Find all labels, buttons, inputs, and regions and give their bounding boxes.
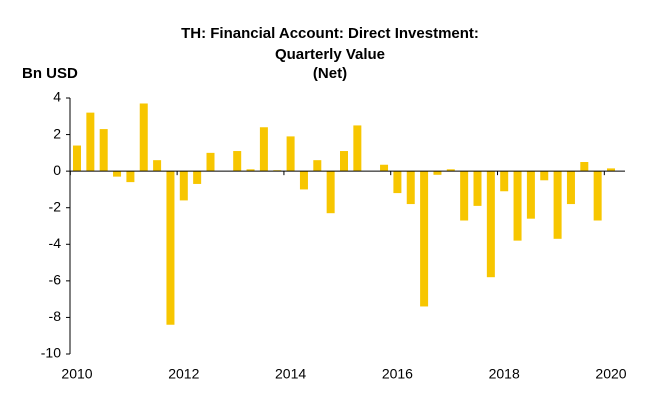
bar bbox=[526, 171, 535, 219]
bar bbox=[139, 103, 148, 172]
bar bbox=[473, 171, 482, 206]
x-tick-label: 2020 bbox=[595, 366, 626, 382]
bar bbox=[86, 112, 95, 172]
bar bbox=[73, 145, 81, 172]
chart-title: (Net) bbox=[313, 65, 347, 82]
bar bbox=[259, 127, 268, 172]
bar bbox=[446, 169, 455, 172]
bar bbox=[299, 171, 308, 190]
bar bbox=[433, 171, 442, 175]
bar bbox=[566, 171, 575, 205]
bar bbox=[206, 152, 215, 172]
y-tick-label: -2 bbox=[49, 198, 62, 214]
x-tick-label: 2010 bbox=[61, 366, 92, 382]
bar bbox=[353, 125, 362, 172]
y-tick-label: 0 bbox=[53, 162, 61, 178]
bar bbox=[126, 171, 135, 183]
bar bbox=[460, 171, 469, 221]
chart-title: TH: Financial Account: Direct Investment… bbox=[181, 25, 479, 42]
bar bbox=[193, 171, 202, 184]
bar bbox=[113, 171, 122, 177]
bar bbox=[420, 171, 429, 307]
x-tick-label: 2012 bbox=[168, 366, 199, 382]
bar bbox=[153, 160, 162, 172]
y-tick-label: -8 bbox=[49, 308, 62, 324]
bar bbox=[313, 160, 322, 172]
bar bbox=[580, 162, 589, 172]
bar bbox=[393, 171, 402, 194]
bar bbox=[607, 168, 615, 172]
chart-title: Quarterly Value bbox=[275, 46, 385, 63]
x-tick-label: 2018 bbox=[489, 366, 520, 382]
x-tick-label: 2016 bbox=[382, 366, 413, 382]
x-tick-label: 2014 bbox=[275, 366, 306, 382]
bar bbox=[233, 151, 242, 172]
bar bbox=[553, 171, 562, 239]
bar bbox=[500, 171, 509, 192]
bar bbox=[406, 171, 415, 205]
bar bbox=[179, 171, 188, 201]
bar bbox=[286, 136, 295, 172]
bar bbox=[540, 171, 549, 181]
bar bbox=[340, 151, 348, 172]
y-axis-label: Bn USD bbox=[22, 65, 78, 82]
bar bbox=[593, 171, 602, 221]
bar bbox=[99, 129, 108, 172]
bar bbox=[246, 169, 255, 172]
bar bbox=[166, 171, 175, 325]
y-tick-label: 4 bbox=[53, 89, 61, 105]
y-tick-label: 2 bbox=[53, 125, 61, 141]
bar bbox=[513, 171, 522, 241]
y-tick-label: -4 bbox=[49, 235, 62, 251]
bar bbox=[326, 171, 335, 214]
bar bbox=[486, 171, 495, 278]
y-tick-label: -10 bbox=[41, 345, 61, 361]
bar bbox=[380, 164, 389, 172]
y-tick-label: -6 bbox=[49, 272, 62, 288]
